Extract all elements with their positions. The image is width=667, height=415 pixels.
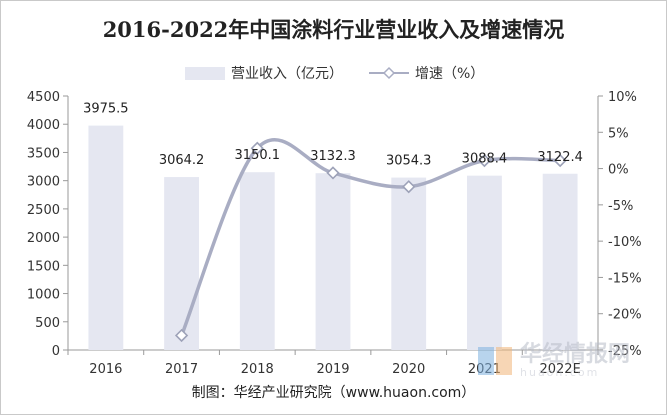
bar-value-label: 3054.3 [386, 154, 432, 169]
growth-line [179, 138, 562, 338]
growth-point [553, 153, 567, 168]
y-left-tick-label: 1500 [27, 259, 60, 274]
x-tick-label: 2017 [165, 362, 198, 377]
y-left-tick-label: 0 [52, 344, 60, 359]
y-right-tick-label: 5% [608, 126, 629, 141]
x-tick-label: 2020 [392, 362, 425, 377]
source-note: 制图：华经产业研究院（www.huaon.com） [191, 385, 476, 401]
growth-point [326, 166, 340, 180]
y-left-tick-label: 4500 [27, 90, 60, 105]
y-right-tick-label: -20% [608, 308, 642, 323]
legend-label-revenue: 营业收入（亿元） [231, 66, 343, 82]
growth-point [477, 153, 492, 168]
watermark-url: huaon.com [520, 365, 600, 379]
y-left-tick-label: 3000 [27, 175, 60, 190]
bar-value-label: 3088.4 [462, 152, 508, 167]
watermark-logo-icon [478, 347, 512, 375]
legend-label-growth: 增速（%） [415, 66, 485, 82]
x-tick-label: 2016 [89, 362, 122, 377]
bar-value-label: 3975.5 [83, 102, 129, 117]
bar-value-label: 3132.3 [310, 149, 356, 164]
legend-line-swatch [369, 66, 409, 80]
bar-value-label: 3150.1 [235, 148, 281, 163]
watermark-text: 华经情报网 [520, 341, 631, 367]
bar [315, 173, 351, 350]
bar [164, 177, 199, 350]
bar [391, 177, 427, 350]
growth-point [174, 328, 189, 343]
y-right-tick-label: -15% [608, 271, 642, 286]
y-right-tick-label: 10% [608, 90, 637, 105]
y-left-tick-label: 500 [35, 316, 60, 331]
bar [239, 172, 275, 350]
bar-value-label: 3122.4 [537, 150, 583, 165]
y-left-tick-label: 4000 [27, 118, 60, 133]
chart-title: 2016-2022年中国涂料行业营业收入及增速情况 [102, 17, 565, 42]
bar [467, 175, 502, 350]
bar-value-label: 3064.2 [159, 153, 205, 168]
y-left-tick-label: 2000 [27, 231, 60, 246]
y-right-tick-label: 0% [608, 163, 629, 178]
y-left-tick-label: 3500 [27, 146, 60, 161]
y-right-tick-label: -25% [608, 344, 642, 359]
y-right-tick-label: -5% [608, 199, 633, 214]
y-left-tick-label: 1000 [27, 288, 60, 303]
bar [88, 125, 124, 351]
bar [542, 173, 578, 350]
y-left-tick-label: 2500 [27, 203, 60, 218]
x-tick-label: 2022E [539, 362, 580, 377]
legend: 营业收入（亿元） 增速（%） [185, 63, 510, 83]
x-tick-label: 2018 [241, 362, 274, 377]
legend-item-revenue: 营业收入（亿元） [185, 63, 343, 83]
watermark: 华经情报网 huaon.com [476, 343, 630, 379]
y-right-tick-label: -10% [608, 235, 642, 250]
legend-bar-swatch [185, 66, 225, 80]
legend-item-growth: 增速（%） [369, 63, 484, 83]
growth-point [402, 180, 416, 194]
x-tick-label: 2019 [316, 362, 349, 377]
growth-point [250, 141, 264, 155]
